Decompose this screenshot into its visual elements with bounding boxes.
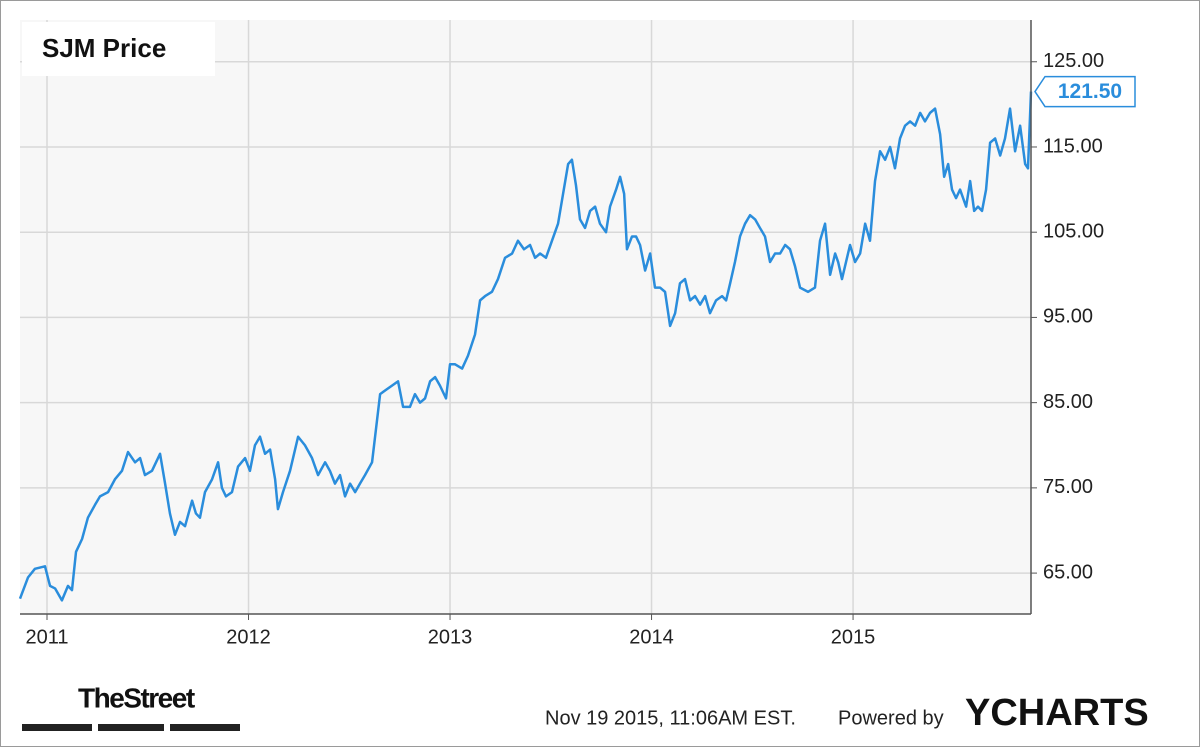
y-tick-label: 75.00 bbox=[1043, 476, 1093, 498]
last-value-label: 121.50 bbox=[1058, 80, 1122, 103]
last-value-tag bbox=[1034, 75, 1136, 108]
y-tick-label: 105.00 bbox=[1043, 220, 1104, 242]
series bbox=[18, 91, 1033, 602]
logo-thestreet: TheStreet bbox=[78, 682, 195, 713]
timestamp: Nov 19 2015, 11:06AM EST. bbox=[545, 707, 796, 729]
title-box bbox=[22, 22, 215, 76]
price-line bbox=[18, 91, 1033, 602]
y-tick-label: 65.00 bbox=[1043, 561, 1093, 583]
y-tick-label: 125.00 bbox=[1043, 50, 1104, 72]
ticks: 65.00 75.00 85.00 95.00 105.00 115.00 125.00 20… bbox=[25, 50, 1136, 648]
y-tick-label: 115.00 bbox=[1043, 135, 1103, 157]
logo-bar bbox=[22, 724, 92, 731]
brand: YCHARTS bbox=[965, 692, 1149, 734]
logo-bar bbox=[98, 724, 164, 731]
x-tick-label: 2012 bbox=[226, 626, 271, 648]
chart-title: SJM Price bbox=[42, 33, 166, 63]
logo-bar bbox=[170, 724, 240, 731]
powered-by: Powered by bbox=[838, 707, 944, 729]
y-tick-label: 85.00 bbox=[1043, 391, 1093, 413]
y-tick-label: 95.00 bbox=[1043, 306, 1093, 328]
x-tick-label: 2015 bbox=[831, 626, 876, 648]
x-tick-label: 2011 bbox=[25, 626, 68, 648]
x-tick-label: 2013 bbox=[428, 626, 473, 648]
x-tick-label: 2014 bbox=[629, 626, 674, 648]
